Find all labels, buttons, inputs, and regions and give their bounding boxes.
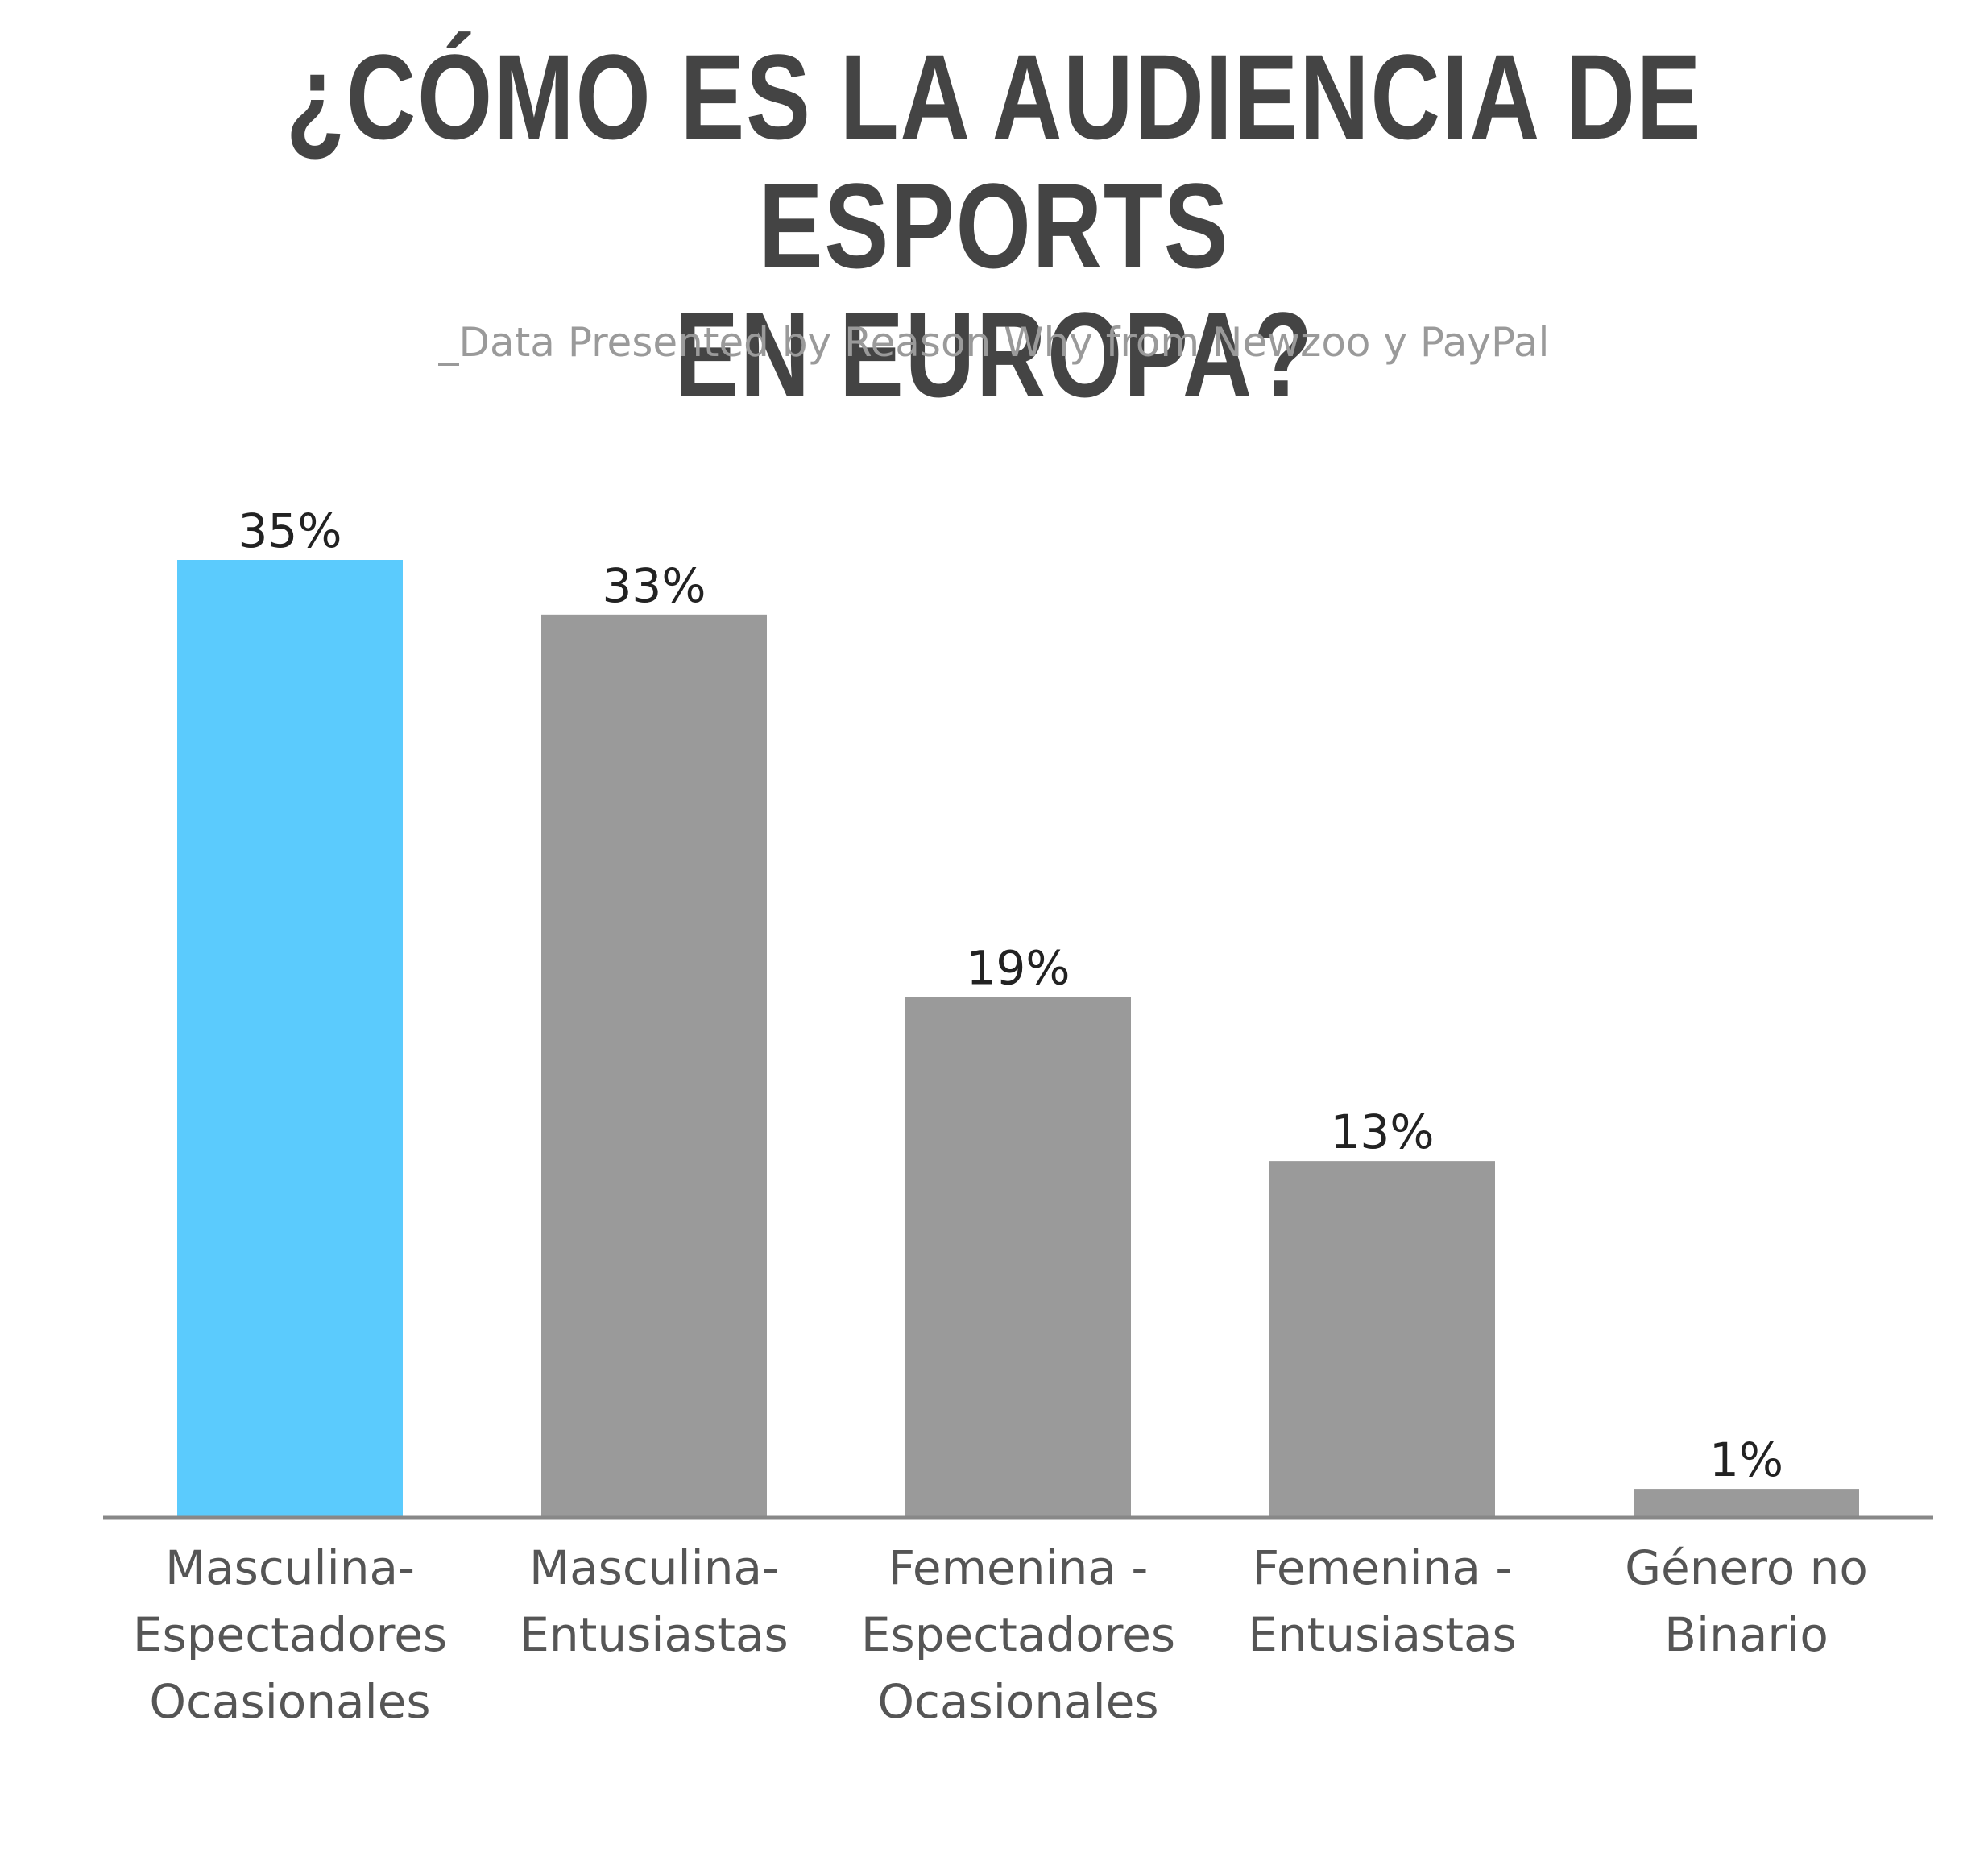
bar-3 bbox=[1269, 1161, 1495, 1516]
chart-title: ¿CÓMO ES LA AUDIENCIA DE ESPORTS EN EURO… bbox=[199, 32, 1789, 419]
bar-1 bbox=[541, 614, 767, 1516]
value-label-0: 35% bbox=[238, 504, 342, 558]
value-label-2: 19% bbox=[967, 941, 1071, 996]
bar-0 bbox=[177, 560, 403, 1516]
category-label-2-line-0: Femenina - bbox=[888, 1540, 1149, 1595]
category-label-0: Masculina- Espectadores Ocasionales bbox=[133, 1540, 447, 1729]
category-label-3: Femenina - Entusiastas bbox=[1248, 1540, 1517, 1662]
value-labels-group: 35% 33% 19% 13% 1% bbox=[238, 504, 1783, 1487]
category-label-4: Género no Binario bbox=[1625, 1540, 1868, 1662]
bar-2 bbox=[905, 997, 1131, 1516]
chart-title-line-1: ¿CÓMO ES LA AUDIENCIA DE ESPORTS bbox=[285, 29, 1703, 293]
category-labels-group: Masculina-Espectadores OcasionalesMasculi… bbox=[133, 1540, 1868, 1729]
category-label-0-line-0: Masculina- bbox=[165, 1540, 415, 1595]
category-label-4-line-1: Binario bbox=[1664, 1607, 1829, 1662]
bar-4 bbox=[1634, 1489, 1859, 1516]
category-label-1-line-1: Entusiastas bbox=[520, 1607, 789, 1662]
value-label-1: 33% bbox=[603, 558, 706, 613]
category-label-2-line-2: Ocasionales bbox=[877, 1674, 1158, 1729]
chart-title-line-2: EN EUROPA? bbox=[674, 287, 1314, 422]
bars-group bbox=[177, 560, 1859, 1516]
category-label-1-line-0: Masculina- bbox=[529, 1540, 779, 1595]
category-label-3-line-1: Entusiastas bbox=[1248, 1607, 1517, 1662]
category-label-0-line-1: Espectadores bbox=[133, 1607, 447, 1662]
category-label-3-line-0: Femenina - bbox=[1253, 1540, 1513, 1595]
category-label-4-line-0: Género no bbox=[1625, 1540, 1868, 1595]
category-label-2: Femenina - Espectadores Ocasionales bbox=[861, 1540, 1175, 1729]
category-label-2-line-1: Espectadores bbox=[861, 1607, 1175, 1662]
value-label-3: 13% bbox=[1331, 1105, 1435, 1159]
category-label-0-line-2: Ocasionales bbox=[149, 1674, 430, 1729]
category-label-1: Masculina- Entusiastas bbox=[520, 1540, 789, 1662]
chart-subtitle: _Data Presented by Reason Why from Newzo… bbox=[438, 319, 1550, 366]
value-label-4: 1% bbox=[1709, 1432, 1783, 1487]
